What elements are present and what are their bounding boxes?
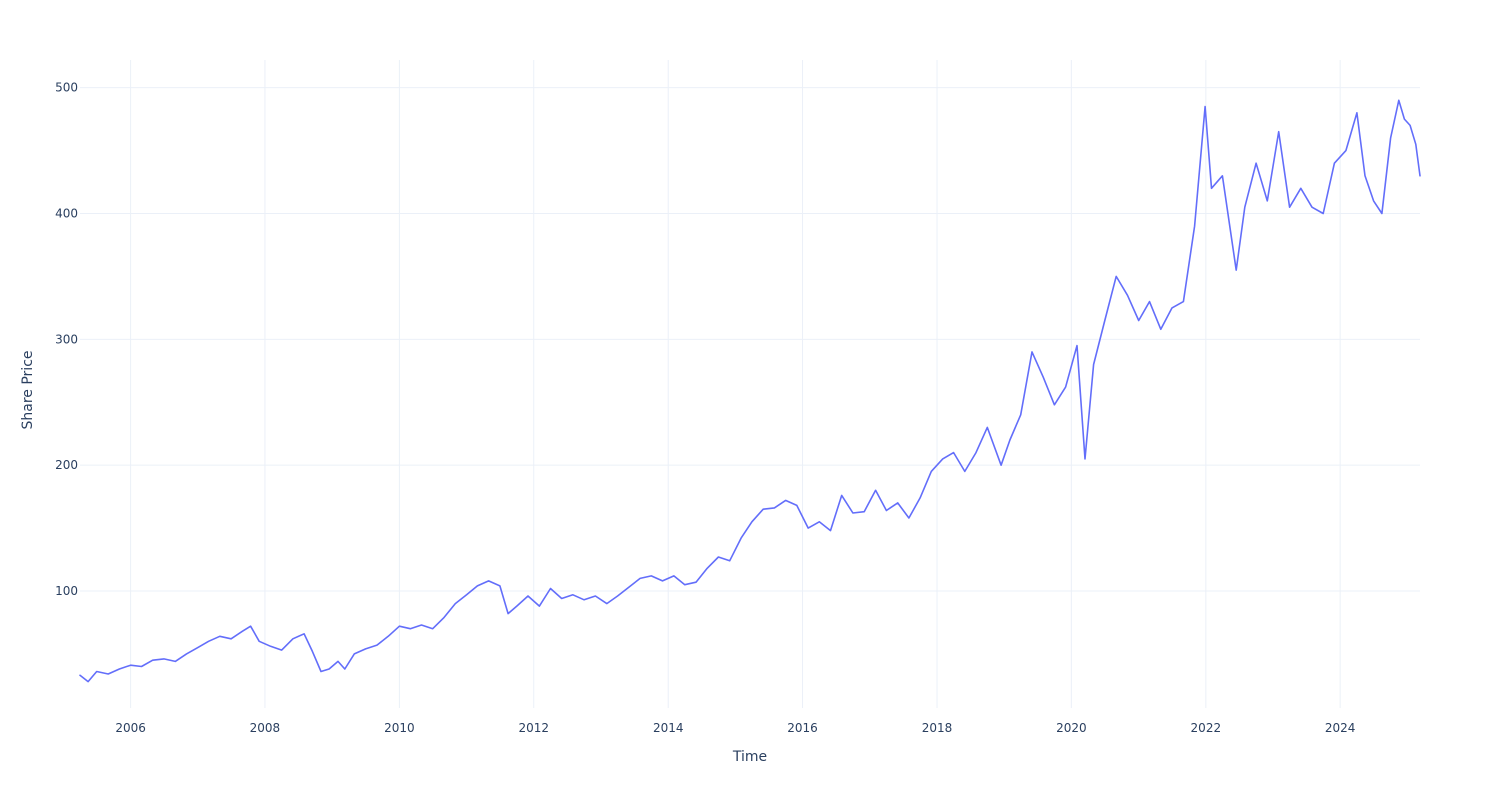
x-tick-label: 2024 — [1325, 721, 1356, 735]
x-axis-ticks: 2006 2008 2010 2012 2014 2016 2018 2020 2022 2024 — [115, 721, 1355, 735]
x-tick-label: 2014 — [653, 721, 684, 735]
y-tick-label: 300 — [55, 332, 78, 346]
y-tick-label: 100 — [55, 584, 78, 598]
y-tick-label: 500 — [55, 81, 78, 95]
x-tick-label: 2012 — [518, 721, 549, 735]
series-line-0 — [79, 99, 1421, 683]
x-tick-label: 2016 — [787, 721, 818, 735]
x-tick-label: 2022 — [1191, 721, 1222, 735]
series-layer — [79, 99, 1421, 683]
x-tick-label: 2010 — [384, 721, 415, 735]
x-tick-label: 2006 — [115, 721, 146, 735]
x-tick-label: 2008 — [250, 721, 281, 735]
x-tick-label: 2020 — [1056, 721, 1087, 735]
y-axis-ticks: 100 200 300 400 500 — [55, 81, 78, 598]
y-axis-title: Share Price — [20, 350, 36, 429]
x-axis-title: Time — [732, 749, 767, 765]
x-tick-label: 2018 — [922, 721, 953, 735]
y-tick-label: 200 — [55, 458, 78, 472]
y-tick-label: 400 — [55, 207, 78, 221]
gridlines — [80, 60, 1420, 708]
